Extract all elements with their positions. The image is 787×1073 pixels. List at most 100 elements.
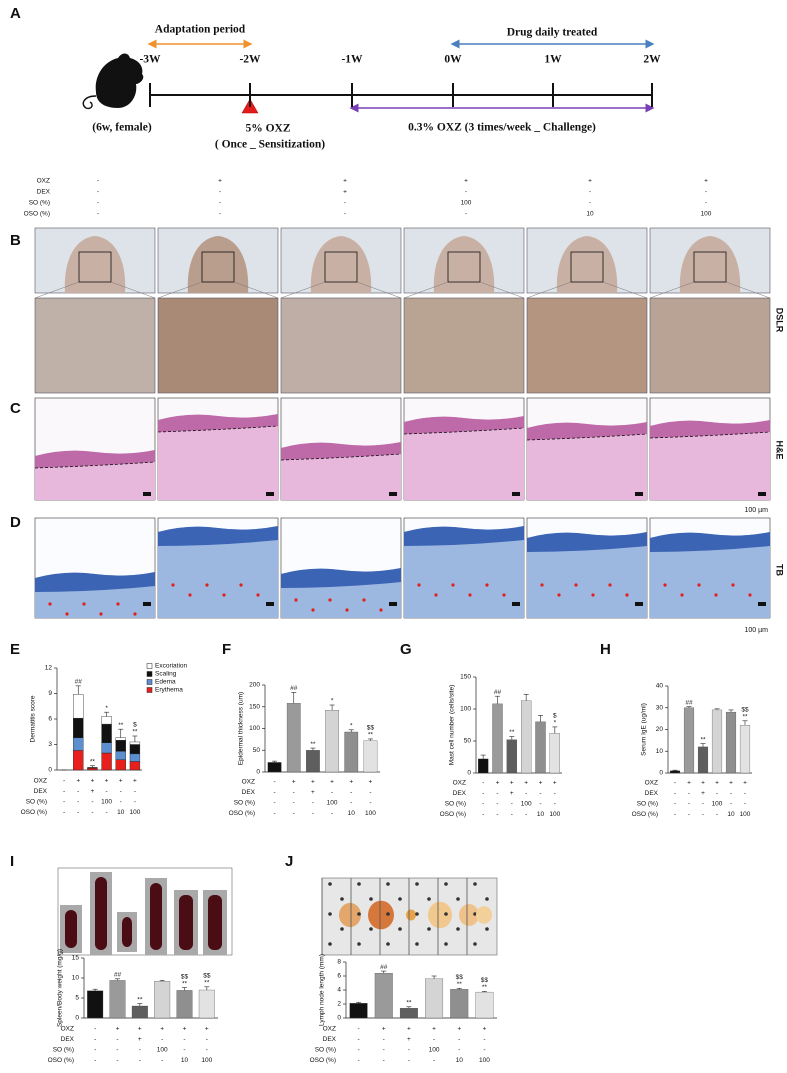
panel-label: E — [10, 641, 20, 658]
condition-cell: 100 — [740, 811, 751, 818]
condition-cell: 10 — [727, 811, 735, 818]
cell: + — [343, 189, 347, 196]
cell: 100 — [461, 200, 472, 207]
condition-cell: - — [730, 790, 732, 797]
side-label: TB — [775, 564, 785, 576]
tb-mast-cell — [311, 608, 315, 612]
condition-cell: + — [138, 1026, 142, 1033]
condition-cell: - — [511, 811, 513, 818]
zoom-line — [479, 281, 525, 299]
condition-cell: + — [91, 778, 95, 785]
significance-label: ## — [685, 699, 693, 706]
condition-cell: + — [539, 780, 543, 787]
condition-cell: - — [273, 779, 275, 786]
side-label: H&E — [775, 440, 785, 459]
cell: - — [219, 211, 221, 218]
condition-cell: - — [116, 1047, 118, 1054]
condition-cell: - — [91, 809, 93, 816]
condition-label: OXZ — [453, 780, 466, 787]
condition-cell: - — [273, 810, 275, 817]
y-tick-label: 0 — [337, 1015, 341, 1022]
scale-bar — [635, 492, 643, 496]
condition-cell: - — [369, 800, 371, 807]
tb-mast-cell — [133, 612, 137, 616]
tb-mast-cell — [205, 583, 209, 587]
sensitization-label: 5% OXZ — [245, 123, 290, 135]
condition-cell: 100 — [365, 810, 376, 817]
tb-epidermis — [404, 526, 524, 546]
tb-mast-cell — [485, 583, 489, 587]
condition-label: OXZ — [242, 779, 255, 786]
inset-box — [447, 251, 481, 283]
significance-label: * — [331, 698, 334, 705]
tb-mast-cell — [502, 593, 506, 597]
scale-bar — [389, 492, 397, 496]
period-label: Adaptation period — [155, 24, 246, 36]
zoom-line — [157, 281, 203, 299]
condition-label: DEX — [242, 789, 256, 796]
significance-label: ** — [132, 729, 138, 736]
board-dot — [415, 882, 419, 886]
board-dot — [415, 942, 419, 946]
condition-label: DEX — [61, 1036, 75, 1043]
significance-label: ** — [310, 741, 316, 748]
scale-bar-label: 100 µm — [745, 627, 769, 634]
spleen — [65, 910, 77, 948]
condition-cell: - — [674, 780, 676, 787]
cell: - — [465, 189, 467, 196]
condition-cell: + — [183, 1026, 187, 1033]
scale-bar — [512, 492, 520, 496]
bar — [697, 746, 709, 774]
condition-cell: - — [525, 790, 527, 797]
y-axis-label: Epidermal thickness (um) — [238, 692, 245, 765]
he-dashed — [34, 461, 156, 469]
bar-segment — [129, 744, 141, 755]
condition-cell: - — [183, 1036, 185, 1043]
photo-mouse — [679, 236, 741, 293]
condition-cell: - — [496, 790, 498, 797]
tb-mast-cell — [625, 593, 629, 597]
scale-bar — [143, 492, 151, 496]
condition-cell: - — [702, 801, 704, 808]
condition-cell: 10 — [348, 810, 356, 817]
condition-cell: - — [408, 1057, 410, 1064]
board-dot — [369, 927, 373, 931]
scale-bar — [758, 602, 766, 606]
cell: - — [97, 200, 99, 207]
tb-mast-cell — [451, 583, 455, 587]
significance-label: ## — [290, 685, 298, 692]
condition-label: DEX — [453, 790, 467, 797]
condition-cell: + — [483, 1026, 487, 1033]
bar — [198, 989, 215, 1019]
y-axis-label: Spleen/Body weight (mg/g) — [57, 949, 64, 1027]
tb-epidermis — [527, 532, 647, 552]
condition-cell: 10 — [117, 809, 125, 816]
significance-label: $$ — [481, 977, 489, 984]
y-axis-label: Dermatitis score — [30, 695, 37, 742]
board-dot — [473, 882, 477, 886]
scale-bar — [389, 602, 397, 606]
significance-label: $ — [133, 722, 137, 729]
he-dashed — [526, 433, 648, 441]
condition-cell: + — [407, 1036, 411, 1043]
y-tick-label: 2 — [337, 1001, 341, 1008]
zoom-photo — [34, 297, 156, 394]
y-tick-label: 20 — [656, 726, 664, 733]
condition-cell: - — [293, 810, 295, 817]
board-dot — [398, 927, 402, 931]
significance-label: ** — [90, 758, 96, 765]
condition-cell: - — [688, 801, 690, 808]
bar — [521, 700, 532, 774]
cell: - — [97, 178, 99, 185]
zoom-photo — [280, 297, 402, 394]
board-dot — [328, 942, 332, 946]
board-dot — [485, 897, 489, 901]
he-dashed — [403, 427, 525, 435]
condition-cell: - — [63, 778, 65, 785]
legend-label: Excoriation — [155, 663, 188, 670]
row-label: SO (%) — [29, 200, 50, 207]
bar — [711, 709, 723, 774]
condition-cell: 100 — [101, 799, 112, 806]
condition-label: OSO (%) — [310, 1057, 336, 1064]
bar-segment — [129, 753, 141, 762]
